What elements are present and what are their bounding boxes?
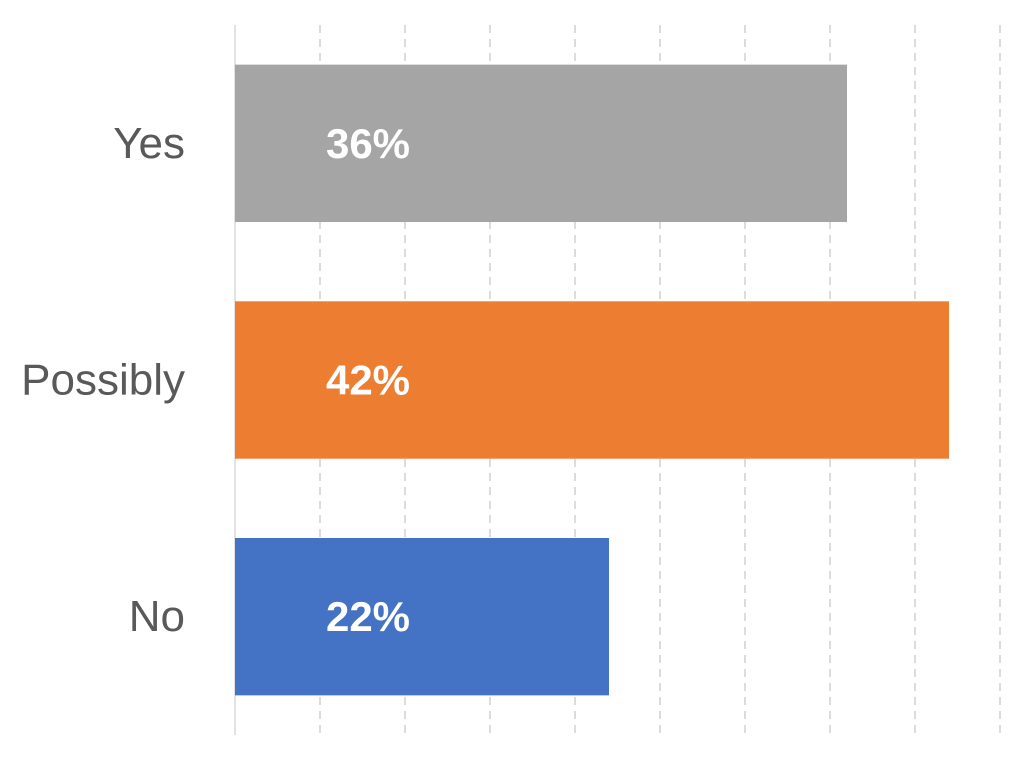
category-label-possibly: Possibly <box>21 356 185 405</box>
bars <box>235 64 949 696</box>
bar-no <box>235 537 609 696</box>
bar-yes <box>235 64 847 223</box>
value-label-yes: 36% <box>326 120 410 167</box>
category-label-no: No <box>129 592 185 641</box>
value-label-no: 22% <box>326 593 410 640</box>
category-labels: Yes Possibly No <box>21 119 185 641</box>
category-label-yes: Yes <box>113 119 185 168</box>
value-labels: 36% 42% 22% <box>326 120 410 640</box>
value-label-possibly: 42% <box>326 357 410 404</box>
bar-possibly <box>235 301 949 459</box>
